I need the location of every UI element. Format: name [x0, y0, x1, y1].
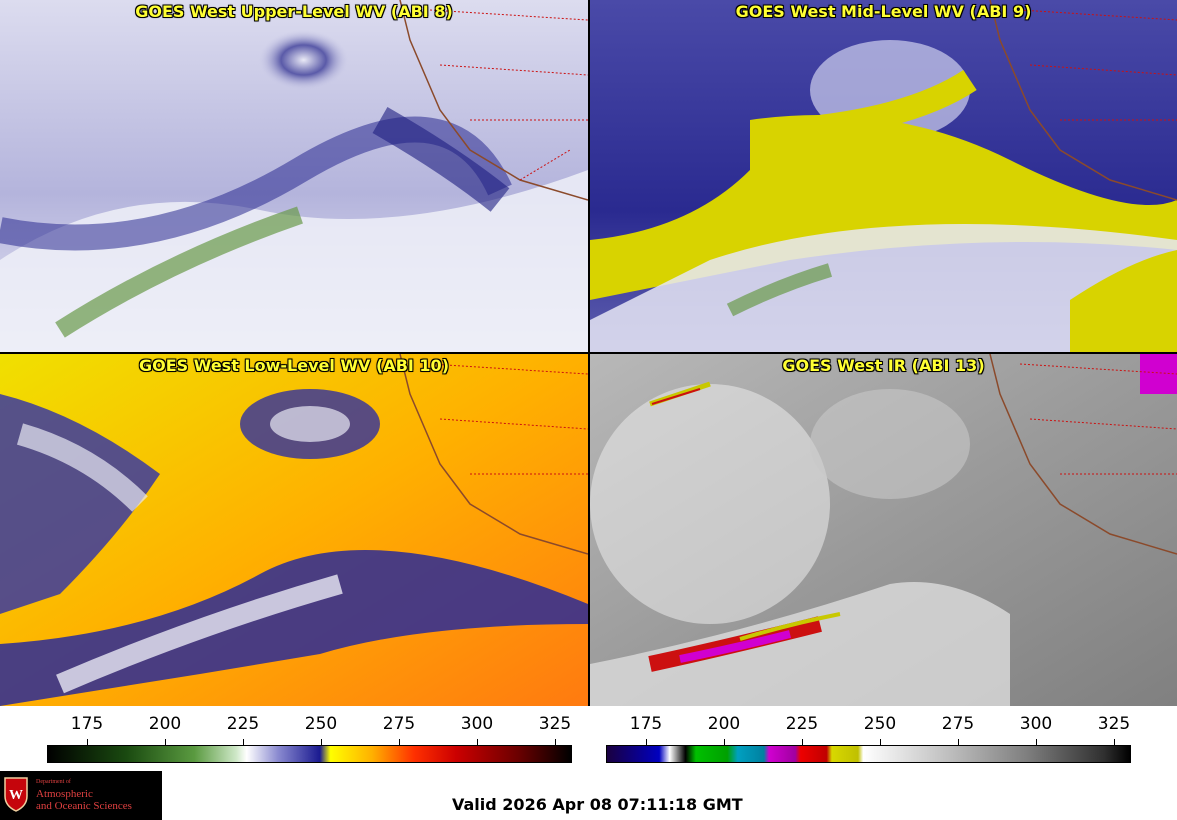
panel-divider-horizontal [0, 352, 1177, 354]
colorbar-tick-label: 325 [538, 714, 572, 734]
upper-level-wv-image [0, 0, 588, 352]
panel-low-level-wv: GOES West Low-Level WV (ABI 10) [0, 354, 588, 706]
ir-image [590, 354, 1177, 706]
logo-department-text: Department of [36, 779, 71, 785]
mid-level-wv-image [590, 0, 1177, 352]
ir-colorbar-gradient [606, 745, 1131, 763]
colorbar-tick [321, 739, 322, 745]
colorbar-tick [880, 739, 881, 745]
colorbar-tick-label: 300 [460, 714, 494, 734]
panel-mid-level-wv: GOES West Mid-Level WV (ABI 9) [590, 0, 1177, 352]
colorbar-tick-label: 275 [941, 714, 975, 734]
colorbar-tick-label: 250 [304, 714, 338, 734]
colorbar-tick-label: 225 [226, 714, 260, 734]
logo-name-line2: and Oceanic Sciences [36, 800, 132, 812]
svg-text:W: W [9, 788, 23, 803]
colorbar-tick [724, 739, 725, 745]
panel-title: GOES West IR (ABI 13) [782, 356, 985, 375]
colorbar-tick-label: 225 [785, 714, 819, 734]
logo-name-text: Atmospheric and Oceanic Sciences [36, 788, 132, 812]
uw-aos-logo: W Department of Atmospheric and Oceanic … [0, 771, 162, 820]
colorbar-tick-label: 175 [629, 714, 663, 734]
low-level-wv-image [0, 354, 588, 706]
panel-title: GOES West Low-Level WV (ABI 10) [138, 356, 449, 375]
colorbar-tick [87, 739, 88, 745]
colorbar-tick [243, 739, 244, 745]
logo-name-line1: Atmospheric [36, 788, 93, 800]
wv-colorbar-gradient [47, 745, 572, 763]
colorbar-tick [1036, 739, 1037, 745]
colorbar-tick-label: 300 [1019, 714, 1053, 734]
colorbar-tick-label: 200 [707, 714, 741, 734]
colorbar-tick [1114, 739, 1115, 745]
colorbar-tick-label: 175 [70, 714, 104, 734]
panel-title: GOES West Upper-Level WV (ABI 8) [135, 2, 453, 21]
colorbar-tick [958, 739, 959, 745]
panel-ir: GOES West IR (ABI 13) [590, 354, 1177, 706]
colorbar-tick-label: 275 [382, 714, 416, 734]
colorbar-tick-label: 250 [863, 714, 897, 734]
colorbar-tick-label: 200 [148, 714, 182, 734]
colorbar-tick [399, 739, 400, 745]
colorbar-tick [165, 739, 166, 745]
valid-time: Valid 2026 Apr 08 07:11:18 GMT [452, 795, 743, 814]
panel-upper-level-wv: GOES West Upper-Level WV (ABI 8) [0, 0, 588, 352]
panel-title: GOES West Mid-Level WV (ABI 9) [735, 2, 1032, 21]
colorbar-tick [646, 739, 647, 745]
colorbar-tick [802, 739, 803, 745]
uw-crest-icon: W [4, 777, 28, 812]
colorbar-tick [477, 739, 478, 745]
colorbar-tick [555, 739, 556, 745]
colorbar-tick-label: 325 [1097, 714, 1131, 734]
